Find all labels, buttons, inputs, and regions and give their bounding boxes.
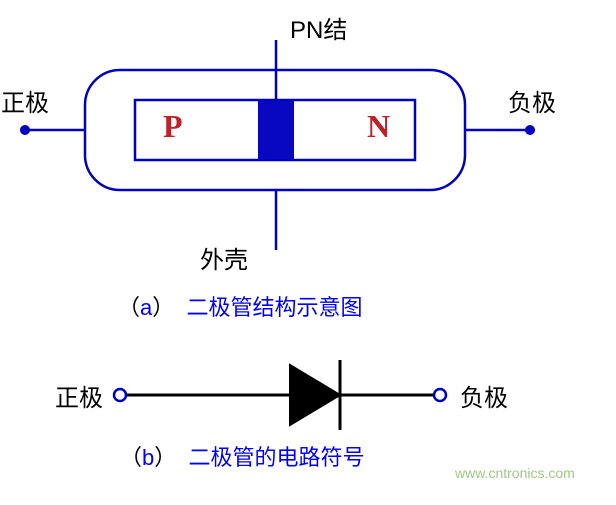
caption-a: （a） 二极管结构示意图: [118, 290, 363, 322]
shell-label: 外壳: [200, 240, 248, 275]
diode-diagram-svg: [0, 0, 616, 505]
pn-junction-fill: [258, 101, 294, 159]
anode-terminal: [20, 125, 30, 135]
caption-b: （b） 二极管的电路符号: [120, 440, 365, 472]
symbol-anode-label: 正极: [55, 378, 103, 413]
n-letter: N: [367, 108, 390, 145]
p-letter: P: [163, 108, 183, 145]
symbol-anode-terminal: [114, 389, 126, 401]
cathode-terminal: [525, 125, 535, 135]
diode-triangle: [290, 365, 340, 425]
symbol-cathode-label: 负极: [460, 378, 508, 413]
cathode-label: 负极: [508, 83, 556, 118]
anode-label: 正极: [1, 83, 49, 118]
watermark: www.cntronics.com: [455, 465, 575, 481]
pn-junction-label: PN结: [290, 10, 347, 45]
symbol-cathode-terminal: [434, 389, 446, 401]
